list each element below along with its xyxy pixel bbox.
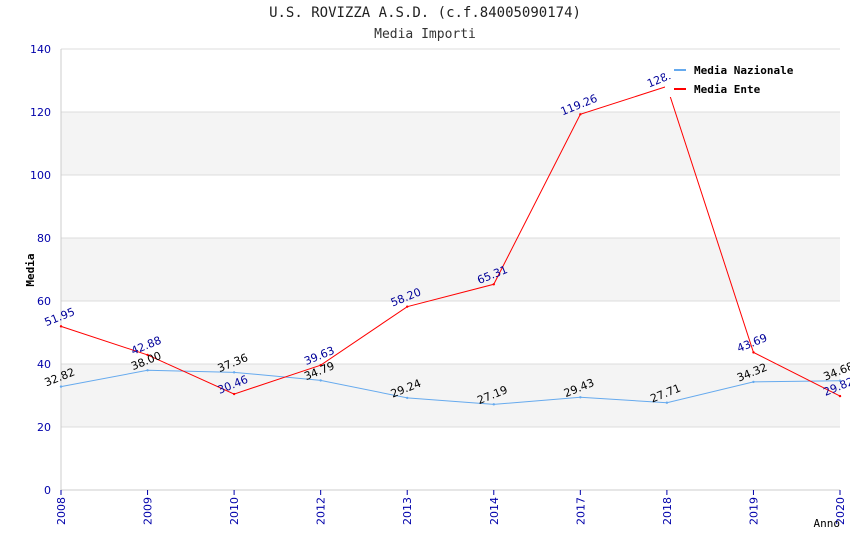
x-tick-label: 2017 (574, 497, 587, 525)
legend-item-bg (665, 81, 815, 97)
y-tick-label: 60 (37, 295, 51, 308)
grid-band (61, 112, 840, 175)
data-point (232, 371, 236, 374)
x-tick-label: 2020 (834, 497, 847, 525)
y-tick-label: 140 (30, 43, 51, 56)
y-tick-label: 120 (30, 106, 51, 119)
x-tick-label: 2014 (488, 497, 501, 525)
data-point (665, 401, 669, 404)
data-point (232, 392, 236, 396)
data-point (406, 396, 409, 400)
chart-title: U.S. ROVIZZA A.S.D. (c.f.84005090174) (269, 5, 581, 21)
legend: Media Nazionale Media Ente (665, 62, 815, 97)
x-tick-label: 2019 (747, 497, 760, 525)
chart-subtitle: Media Importi (374, 27, 476, 42)
data-point (59, 385, 63, 388)
series-line (60, 369, 841, 405)
data-point (59, 325, 63, 328)
data-point (838, 394, 842, 398)
legend-item-bg (665, 62, 815, 78)
legend-label: Media Nazionale (694, 64, 794, 77)
x-tick-label: 2008 (55, 497, 68, 525)
data-point (319, 363, 322, 367)
y-tick-label: 0 (44, 484, 51, 497)
y-tick-label: 40 (37, 358, 51, 371)
grid-bands (61, 112, 840, 427)
series-line (60, 85, 841, 397)
data-point (579, 396, 582, 399)
y-tick-label: 100 (30, 169, 51, 182)
grid-band (61, 364, 840, 427)
y-tick-label: 80 (37, 232, 51, 245)
x-tick-label: 2013 (401, 497, 414, 525)
axes (60, 49, 841, 495)
data-point (492, 403, 495, 406)
data-point (492, 283, 495, 286)
data-label: 51.95 (43, 305, 77, 329)
data-point (146, 353, 149, 357)
x-tick-label: 2012 (315, 497, 328, 525)
data-point (579, 113, 582, 116)
x-tick-label: 2018 (661, 497, 674, 525)
x-tick-label: 2009 (142, 497, 155, 525)
data-point (319, 379, 322, 382)
y-axis-title: Media (24, 253, 37, 286)
x-tick-labels: 2008 2009 2010 2012 2013 2014 2017 2018 2019 2020 (55, 497, 847, 525)
data-point (752, 351, 755, 354)
data-point (838, 379, 842, 382)
data-point (406, 305, 409, 308)
data-label: 43.69 (735, 331, 769, 355)
y-tick-label: 20 (37, 421, 51, 434)
data-point (752, 380, 755, 384)
x-tick-label: 2010 (228, 497, 241, 525)
legend-label: Media Ente (694, 83, 761, 96)
x-axis-title: Anno (814, 517, 841, 530)
data-point (146, 369, 149, 372)
grid-band (61, 238, 840, 301)
y-tick-labels: 0 20 40 60 80 100 120 140 (30, 43, 51, 497)
series-lines (59, 85, 842, 406)
